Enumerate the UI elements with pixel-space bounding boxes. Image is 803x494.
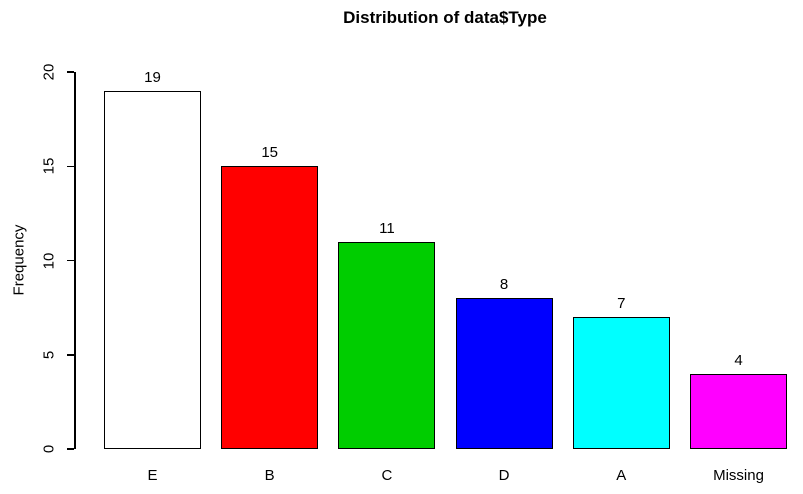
bar-value-label: 7: [617, 295, 626, 313]
bar-b: [221, 166, 319, 449]
y-tick-label: 10: [40, 252, 58, 269]
x-tick-label: Missing: [713, 467, 764, 484]
y-tick-label: 5: [40, 350, 58, 359]
x-tick-label: E: [147, 467, 158, 484]
chart-title: Distribution of data$Type: [343, 8, 547, 27]
bar-d: [455, 298, 553, 449]
bar-missing: [690, 373, 787, 449]
y-tick: [67, 354, 74, 356]
x-tick-label: C: [381, 467, 393, 484]
bar-c: [338, 241, 436, 449]
bar-value-label: 11: [379, 219, 395, 237]
y-tick: [67, 448, 74, 450]
y-tick: [67, 259, 74, 262]
x-tick-label: D: [498, 467, 510, 484]
y-tick-label: 15: [40, 157, 58, 175]
bar-value-label: 8: [499, 276, 509, 294]
x-tick-label: A: [616, 467, 627, 484]
y-tick-label: 0: [40, 444, 58, 454]
y-tick: [67, 165, 74, 167]
bar-a: [572, 317, 670, 449]
bar-value-label: 4: [734, 351, 743, 369]
bar-value-label: 19: [144, 68, 161, 86]
y-axis-label: Frequency: [10, 224, 28, 296]
y-axis-line: [74, 72, 76, 449]
x-tick-label: B: [264, 467, 275, 484]
y-tick-label: 20: [40, 63, 58, 81]
bar-e: [104, 90, 201, 449]
bar-value-label: 15: [261, 144, 279, 162]
y-tick: [67, 71, 74, 73]
